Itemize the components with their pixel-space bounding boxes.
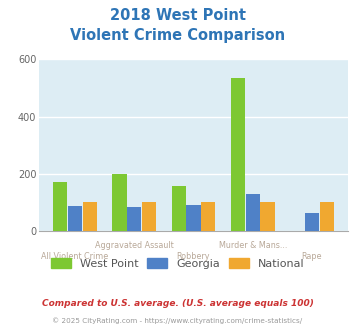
Text: 2018 West Point: 2018 West Point: [109, 8, 246, 23]
Bar: [142, 202, 156, 231]
Text: Compared to U.S. average. (U.S. average equals 100): Compared to U.S. average. (U.S. average …: [42, 299, 313, 308]
Bar: [53, 182, 67, 231]
Legend: West Point, Georgia, National: West Point, Georgia, National: [47, 254, 308, 273]
Bar: [261, 202, 275, 231]
Bar: [83, 202, 97, 231]
Text: Violent Crime Comparison: Violent Crime Comparison: [70, 28, 285, 43]
Bar: [320, 202, 334, 231]
Bar: [201, 202, 215, 231]
Text: © 2025 CityRating.com - https://www.cityrating.com/crime-statistics/: © 2025 CityRating.com - https://www.city…: [53, 317, 302, 324]
Bar: [127, 207, 141, 231]
Bar: [171, 186, 186, 231]
Text: Robbery: Robbery: [177, 252, 210, 261]
Text: Rape: Rape: [302, 252, 322, 261]
Bar: [246, 194, 260, 231]
Bar: [186, 205, 201, 231]
Text: Murder & Mans...: Murder & Mans...: [219, 241, 287, 250]
Bar: [68, 206, 82, 231]
Text: All Violent Crime: All Violent Crime: [42, 252, 109, 261]
Bar: [112, 174, 126, 231]
Bar: [305, 213, 319, 231]
Bar: [231, 78, 245, 231]
Text: Aggravated Assault: Aggravated Assault: [95, 241, 174, 250]
